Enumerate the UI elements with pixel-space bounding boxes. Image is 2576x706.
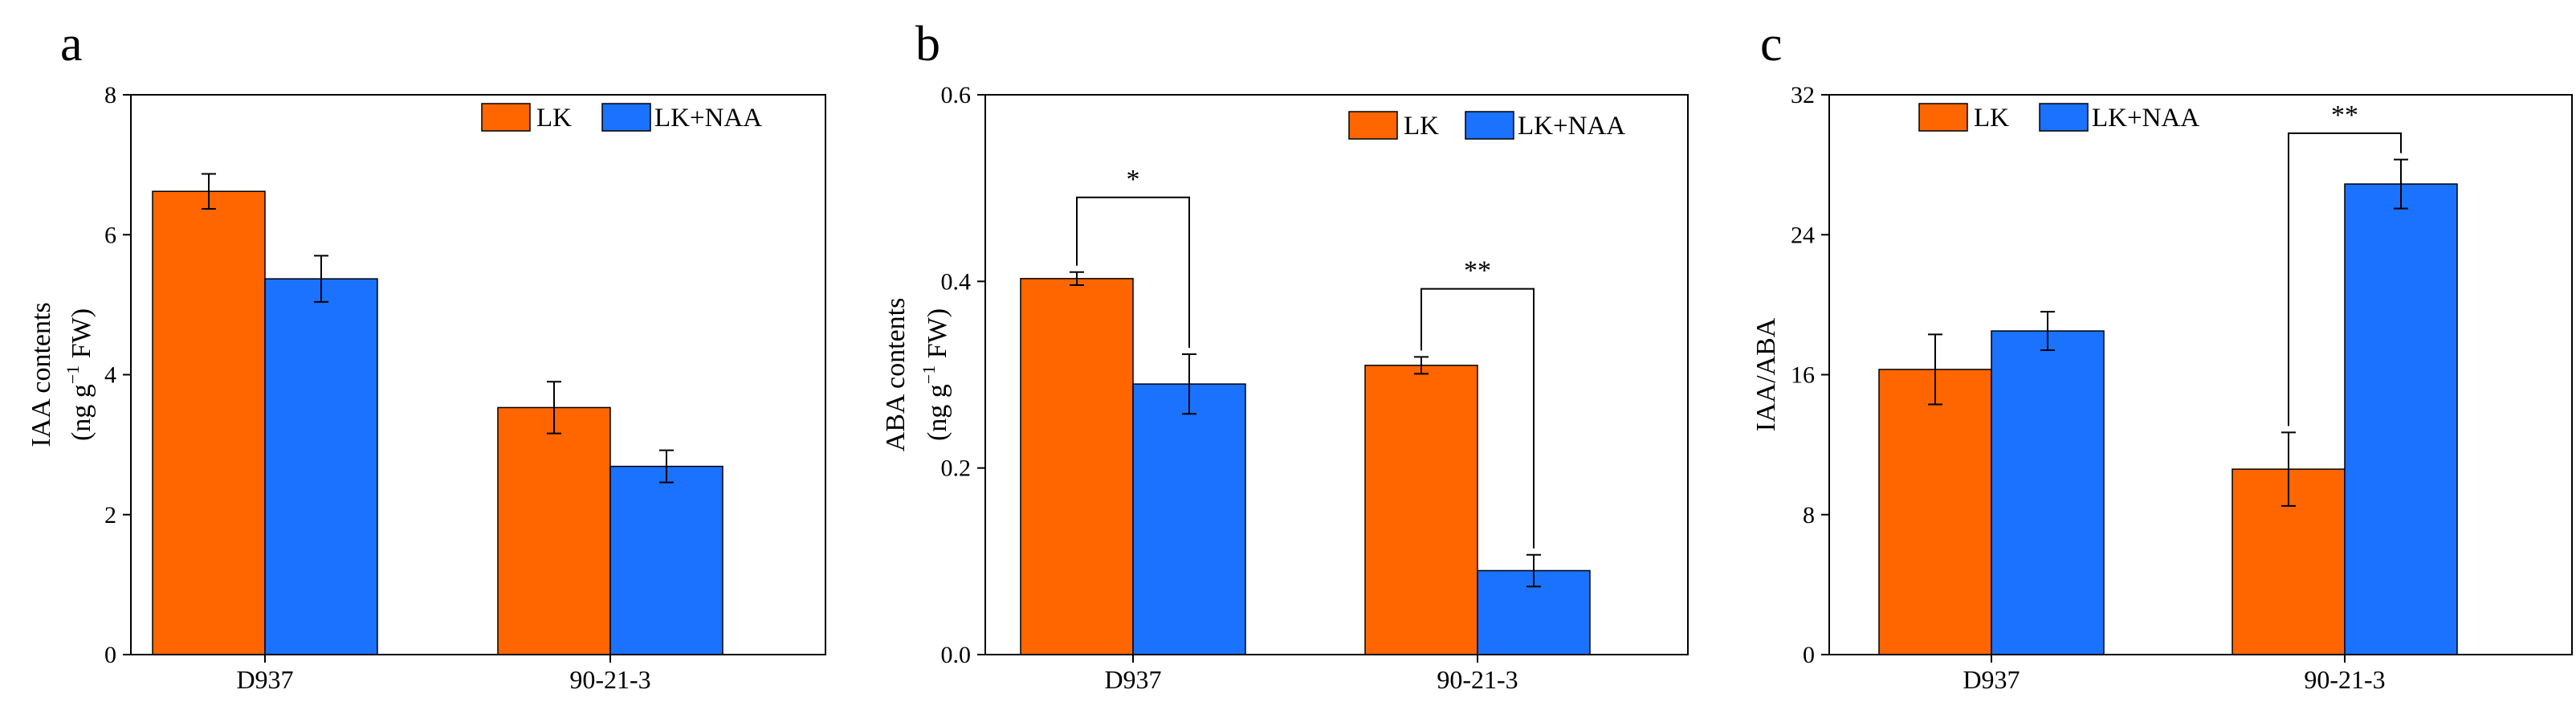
bar-lkplusnaa-d937	[1132, 383, 1246, 655]
error-bar	[202, 173, 216, 210]
y-tick-label: 24	[1791, 222, 1815, 248]
legend-label: LK	[536, 104, 572, 133]
y-axis-label: IAA contents	[26, 302, 56, 447]
bar-lk-90-21-3	[1364, 365, 1478, 655]
bar-lkplusnaa-d937	[264, 278, 378, 655]
legend: LK LK+NAA	[1918, 103, 2199, 133]
significance-bracket: **	[1420, 256, 1535, 549]
y-axis-label: ABA contents	[881, 298, 911, 452]
chart-panel-a: D937 90-21-3 0 2 4 6 8 a IAA contents (ng g−1 FW)…	[0, 0, 858, 706]
legend-label: LK+NAA	[654, 104, 762, 133]
chart-svg-b: D937 90-21-3 0.0 0.2 0.4 0.6b ABA contents (ng …	[881, 17, 1689, 694]
chart-panel-c: D937 90-21-3 0 8 16 24 32 c IAA/ABA LK LK+NAA **	[1717, 0, 2576, 706]
chart-svg-c: D937 90-21-3 0 8 16 24 32 c IAA/ABA LK LK+NAA **	[1751, 17, 2573, 694]
y-tick-label: 4	[104, 362, 116, 389]
x-tick-label: D937	[1104, 665, 1161, 694]
legend-label: LK+NAA	[2092, 104, 2199, 133]
bar-lkplusnaa-90-21-3	[2344, 183, 2458, 655]
y-axis-unit: (ng g−1 FW)	[919, 308, 952, 441]
bar-lk-d937	[152, 190, 266, 655]
y-tick-label: 0.4	[941, 268, 972, 295]
significance-label: **	[2331, 100, 2358, 130]
x-tick-label: D937	[1963, 665, 2020, 694]
legend-swatch	[2039, 103, 2089, 132]
error-bar	[2281, 431, 2296, 507]
legend-label: LK	[1974, 104, 2009, 133]
legend-label: LK+NAA	[1518, 112, 1625, 141]
error-bar	[1928, 333, 1942, 406]
y-unit-text-end: FW)	[923, 308, 952, 365]
error-bar	[1526, 553, 1541, 588]
y-tick-label: 8	[104, 82, 116, 108]
significance-label: **	[1464, 256, 1491, 286]
legend-swatch	[1348, 111, 1398, 140]
axes-frame	[984, 94, 1689, 655]
y-tick-label: 16	[1791, 362, 1815, 389]
y-tick-label: 8	[1803, 502, 1815, 528]
chart-panel-b: D937 90-21-3 0.0 0.2 0.4 0.6 b ABA contents (ng …	[858, 0, 1717, 706]
legend-swatch	[481, 103, 531, 132]
error-bar	[1182, 353, 1196, 415]
panel-letter: b	[915, 17, 940, 71]
y-tick-label: 0.6	[941, 82, 972, 108]
bar-lkplusnaa-90-21-3	[609, 465, 723, 655]
y-tick-label: 0	[1803, 642, 1815, 668]
x-tick-label: 90-21-3	[2304, 665, 2385, 694]
error-bar	[2040, 311, 2055, 352]
y-unit-superscript: −1	[63, 365, 83, 384]
legend-swatch	[1918, 103, 1968, 132]
y-tick-label: 0.0	[941, 642, 972, 668]
bar-lk-d937	[1020, 278, 1134, 655]
error-bar	[1070, 271, 1084, 286]
y-axis-unit: (ng g−1 FW)	[63, 308, 96, 441]
error-bar	[659, 449, 674, 484]
bar-lk-d937	[1878, 369, 1992, 655]
y-tick-label: 0.2	[941, 455, 972, 482]
panel-letter: a	[60, 17, 83, 71]
legend-swatch	[601, 103, 651, 132]
x-tick-label: 90-21-3	[569, 665, 650, 694]
y-unit-text: (ng g	[67, 384, 96, 441]
y-tick-label: 32	[1791, 82, 1815, 108]
y-tick-label: 2	[104, 502, 116, 528]
significance-bracket: **	[2288, 100, 2402, 426]
legend-swatch	[1465, 111, 1514, 140]
bar-lk-90-21-3	[497, 406, 611, 655]
panel-letter: c	[1760, 17, 1783, 71]
significance-label: *	[1127, 165, 1140, 194]
y-unit-text: (ng g	[923, 384, 952, 441]
y-unit-superscript: −1	[919, 365, 939, 384]
legend-label: LK	[1404, 112, 1439, 141]
legend: LK LK+NAA	[1348, 111, 1625, 141]
significance-bracket: *	[1076, 165, 1190, 348]
bar-lkplusnaa-d937	[1991, 330, 2105, 655]
error-bar	[314, 255, 328, 303]
error-bar	[1414, 356, 1429, 375]
y-tick-label: 6	[104, 222, 116, 248]
y-axis-label: IAA/ABA	[1751, 317, 1781, 431]
x-tick-label: 90-21-3	[1437, 665, 1518, 694]
y-unit-text-end: FW)	[67, 308, 96, 365]
y-tick-label: 0	[104, 642, 116, 668]
error-bar	[547, 381, 561, 435]
error-bar	[2394, 158, 2408, 210]
legend: LK LK+NAA	[481, 103, 762, 133]
x-tick-label: D937	[236, 665, 293, 694]
